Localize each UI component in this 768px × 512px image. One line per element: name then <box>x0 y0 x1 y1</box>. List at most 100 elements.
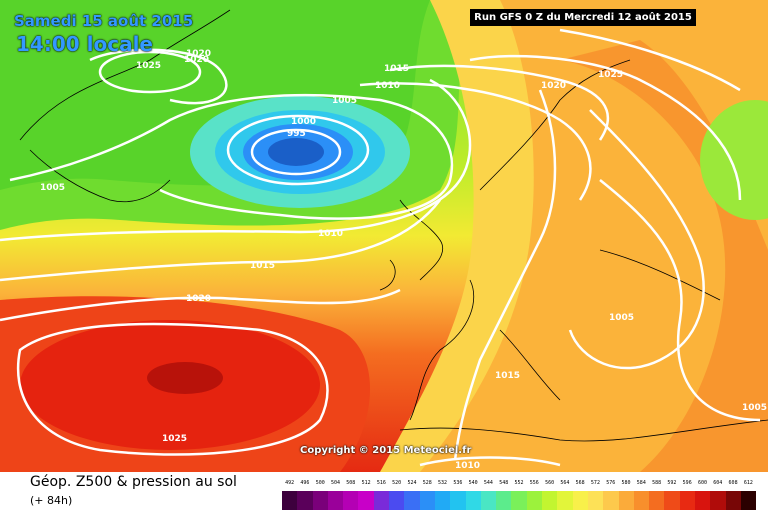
legend-swatch <box>496 491 512 510</box>
legend-tick-label: 564 <box>560 480 570 486</box>
isobar-1015-europe <box>453 89 557 461</box>
isobar-1005-east <box>599 179 761 422</box>
legend-tick-label: 604 <box>713 480 723 486</box>
legend-swatch <box>389 491 405 510</box>
legend-tick-label: 560 <box>545 480 555 486</box>
weather-map: 995 1000 1005 1010 1015 1020 1025 1020 1… <box>0 0 768 472</box>
legend-swatch <box>327 491 344 510</box>
legend-tick-label: 532 <box>438 480 448 486</box>
label-1015-a: 1015 <box>384 64 409 74</box>
isobars <box>0 28 761 467</box>
north-africa-coast <box>399 419 768 442</box>
isobar-1005-west <box>9 93 454 220</box>
isobar-1015-mid <box>0 199 441 282</box>
legend-swatch <box>725 491 741 510</box>
isobar-1010-north <box>359 82 592 201</box>
isobar-labels: 995 1000 1005 1010 1015 1020 1025 1020 1… <box>40 49 767 471</box>
label-1005-a: 1005 <box>332 96 357 106</box>
legend-swatch <box>618 491 634 510</box>
legend-tick-labels: 492 496 500 504 508 512 516 520 524 528 532 536 540 5… <box>282 480 756 490</box>
legend-tick-label: 508 <box>346 480 356 486</box>
british-isles-coast <box>399 199 443 281</box>
legend-tick-label: 512 <box>361 480 371 486</box>
legend-tick-label: 568 <box>575 480 585 486</box>
label-1020-b: 1020 <box>186 49 211 59</box>
legend-swatch <box>282 491 298 510</box>
legend-tick-label: 528 <box>422 480 432 486</box>
legend-tick-label: 572 <box>590 480 600 486</box>
legend-swatch <box>572 491 588 510</box>
isobar-1010-africa <box>419 456 561 467</box>
legend-swatch <box>710 491 726 510</box>
forecast-lead-time: (+ 84h) <box>30 494 73 507</box>
isobar-1020-greenland <box>89 48 228 105</box>
legend-swatch <box>664 491 680 510</box>
label-1020-d: 1020 <box>541 81 566 91</box>
legend-swatch <box>679 491 696 510</box>
legend-swatch <box>343 491 359 510</box>
legend-tick-label: 612 <box>743 480 753 486</box>
label-995: 995 <box>287 129 306 139</box>
model-run-label: Run GFS 0 Z du Mercredi 12 août 2015 <box>470 9 696 26</box>
scandinavia-coast <box>479 59 631 191</box>
legend-tick-label: 496 <box>300 480 310 486</box>
copyright-notice: Copyright © 2015 Meteociel.fr <box>300 445 472 456</box>
isobar-1015-north <box>389 64 610 141</box>
isobar-1025-east <box>559 28 741 92</box>
legend-tick-label: 536 <box>453 480 463 486</box>
legend-swatch <box>434 491 451 510</box>
label-1020-a: 1020 <box>184 55 209 65</box>
legend-swatch <box>603 491 619 510</box>
label-1020-c: 1020 <box>186 294 211 304</box>
legend-tick-label: 576 <box>606 480 616 486</box>
legend-swatch <box>450 491 466 510</box>
legend-swatch <box>511 491 527 510</box>
label-1010-b: 1010 <box>318 229 343 239</box>
isobar-1000 <box>226 114 370 186</box>
geop-zone-max <box>147 362 223 394</box>
legend-tick-label: 596 <box>682 480 692 486</box>
label-1010-c: 1010 <box>455 461 480 471</box>
isobar-1025-south <box>16 322 329 456</box>
label-1025-a: 1025 <box>136 61 161 71</box>
label-1005-c: 1005 <box>609 313 634 323</box>
legend-swatch <box>373 491 390 510</box>
legend-swatch <box>526 491 543 510</box>
legend-tick-label: 608 <box>728 480 738 486</box>
legend-tick-label: 580 <box>621 480 631 486</box>
isobar-1005-balkans <box>568 109 705 370</box>
legend-tick-label: 492 <box>285 480 295 486</box>
iberia-france-coast <box>409 279 475 421</box>
isobar-995 <box>250 128 342 176</box>
legend-tick-label: 544 <box>483 480 493 486</box>
greenland-coast <box>19 9 231 141</box>
legend-tick-label: 584 <box>636 480 646 486</box>
label-1025-c: 1025 <box>598 70 623 80</box>
legend-swatch <box>633 491 650 510</box>
label-1010-a: 1010 <box>375 81 400 91</box>
legend-tick-label: 548 <box>499 480 509 486</box>
isobar-1010-mid <box>0 78 472 242</box>
isobar-1020-east <box>469 54 742 201</box>
legend-tick-label: 552 <box>514 480 524 486</box>
legend-tick-label: 556 <box>529 480 539 486</box>
greenland-south-coast <box>29 149 171 203</box>
label-1005-b: 1005 <box>40 183 65 193</box>
legend-tick-label: 504 <box>331 480 341 486</box>
central-europe-border <box>599 249 721 301</box>
label-1005-d: 1005 <box>742 403 767 413</box>
legend-tick-label: 516 <box>376 480 386 486</box>
label-1015-b: 1015 <box>250 261 275 271</box>
legend-swatch <box>480 491 497 510</box>
legend-swatch <box>465 491 481 510</box>
map-canvas: 995 1000 1005 1010 1015 1020 1025 1020 1… <box>0 0 768 472</box>
legend-tick-label: 588 <box>652 480 662 486</box>
isobar-1025-greenland <box>98 50 202 94</box>
label-1000: 1000 <box>291 117 316 127</box>
legend-color-bar <box>282 491 757 510</box>
legend-swatch <box>297 491 313 510</box>
legend-swatch <box>404 491 420 510</box>
legend-tick-label: 600 <box>697 480 707 486</box>
label-1025-b: 1025 <box>162 434 187 444</box>
ireland-coast <box>379 259 396 291</box>
